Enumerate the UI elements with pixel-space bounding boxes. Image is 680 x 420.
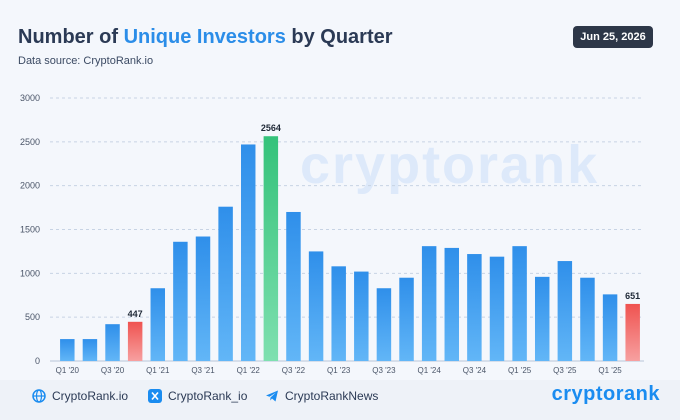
y-tick-label: 2500 <box>20 137 40 147</box>
x-tick-label: Q3 '23 <box>372 366 396 375</box>
footer-link-label: CryptoRank.io <box>52 389 129 403</box>
y-tick-label: 3000 <box>20 93 40 103</box>
bar <box>625 303 640 361</box>
bar <box>173 241 188 361</box>
x-logo-icon <box>148 389 162 403</box>
cryptorank-logo: cryptorank <box>552 383 660 406</box>
y-tick-label: 500 <box>25 312 40 322</box>
bar <box>602 294 618 361</box>
bar <box>421 246 437 361</box>
bar <box>331 266 346 361</box>
x-tick-label: Q1 '25 <box>598 366 622 375</box>
bar <box>557 261 573 361</box>
bar <box>218 206 233 361</box>
bar <box>467 254 482 361</box>
bar <box>263 136 279 361</box>
footer: CryptoRank.io CryptoRank_io CryptoRankNe… <box>0 380 680 420</box>
bar <box>489 256 505 361</box>
x-tick-label: Q3 '22 <box>282 366 306 375</box>
bar <box>354 271 369 361</box>
date-badge: Jun 25, 2026 <box>573 26 653 48</box>
x-tick-label: Q1 '22 <box>237 366 261 375</box>
bar <box>195 236 211 361</box>
bar <box>127 321 143 361</box>
bar <box>60 339 75 361</box>
y-tick-label: 1000 <box>20 268 40 278</box>
x-tick-label: Q1 '21 <box>146 366 170 375</box>
telegram-icon <box>266 390 278 402</box>
bar <box>308 251 324 361</box>
bar <box>512 246 527 361</box>
x-tick-label: Q3 '24 <box>463 366 487 375</box>
data-label: 2564 <box>261 123 281 133</box>
footer-link-telegram[interactable]: CryptoRankNews <box>265 388 378 404</box>
bar <box>105 324 120 361</box>
title-part-1: Number of <box>18 26 124 48</box>
x-tick-label: Q1 '20 <box>56 366 80 375</box>
x-tick-label: Q3 '25 <box>553 366 577 375</box>
footer-link-label: CryptoRank_io <box>168 389 248 403</box>
x-tick-label: Q3 '21 <box>191 366 215 375</box>
x-tick-label: Q1 '24 <box>417 366 441 375</box>
x-tick-label: Q3 '20 <box>101 366 125 375</box>
x-tick-label: Q1 '23 <box>327 366 351 375</box>
footer-link-x[interactable]: CryptoRank_io <box>148 388 247 404</box>
title-part-2: by Quarter <box>285 26 393 48</box>
data-label: 651 <box>625 291 640 301</box>
y-tick-label: 0 <box>35 356 40 366</box>
y-tick-label: 1500 <box>20 225 40 235</box>
page-title: Number of Unique Investors by Quarter <box>18 26 393 49</box>
bar <box>240 144 256 361</box>
bar <box>286 211 301 361</box>
y-tick-label: 2000 <box>20 181 40 191</box>
bar <box>82 339 98 361</box>
logo-text: cryptorank <box>551 383 660 405</box>
bar <box>376 288 392 361</box>
bar <box>580 277 595 361</box>
bar-chart: 0 500 1000 1500 2000 2500 3000 Q1 '20 Q3 '20 447 Q… <box>20 93 644 375</box>
bar <box>150 288 166 361</box>
bar <box>534 276 550 361</box>
data-label: 447 <box>128 309 143 319</box>
globe-icon <box>32 389 46 403</box>
x-tick-label: Q1 '25 <box>508 366 532 375</box>
title-accent: Unique Investors <box>123 26 286 48</box>
footer-link-label: CryptoRankNews <box>285 389 379 403</box>
bar <box>444 247 460 361</box>
data-source-subtitle: Data source: CryptoRank.io <box>18 55 154 67</box>
bar <box>399 277 414 361</box>
footer-link-website[interactable]: CryptoRank.io <box>32 388 128 404</box>
